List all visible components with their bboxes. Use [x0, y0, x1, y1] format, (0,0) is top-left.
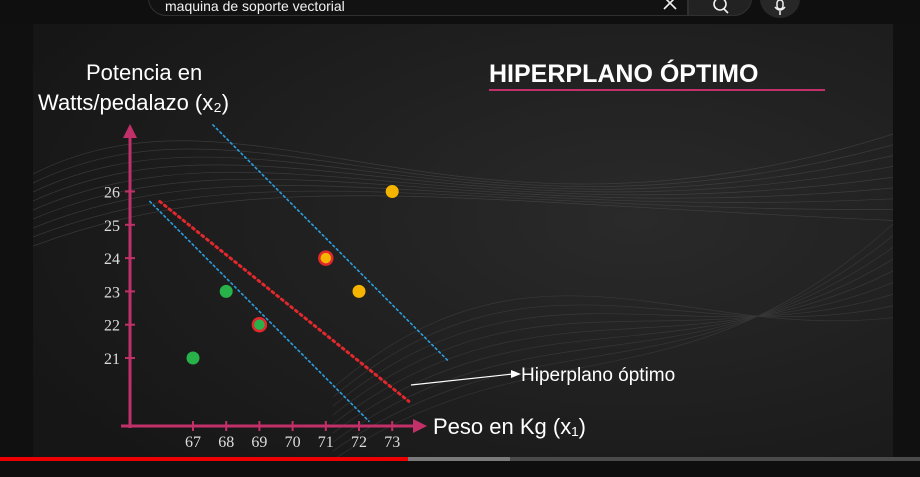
data-points	[186, 185, 399, 365]
slide-title: HIPERPLANO ÓPTIMO	[489, 58, 758, 88]
x-tick-label: 70	[285, 434, 301, 451]
x-tick-label: 73	[384, 434, 400, 451]
voice-search-button[interactable]	[760, 0, 800, 18]
margin-line	[212, 124, 450, 363]
y-tick-label: 26	[104, 185, 120, 202]
slide-background	[33, 24, 893, 460]
wave-line	[33, 155, 893, 193]
search-button[interactable]	[688, 0, 752, 16]
x-tick-label: 69	[251, 434, 267, 451]
x-axis-label: Peso en Kg (x₁)	[433, 414, 586, 439]
video-player[interactable]: HIPERPLANO ÓPTIMO Potencia en Watts/peda…	[0, 24, 920, 460]
search-icon	[713, 0, 729, 14]
support-vector-point	[318, 250, 334, 266]
scatter-chart: HIPERPLANO ÓPTIMO Potencia en Watts/peda…	[33, 24, 893, 460]
y-tick-label: 25	[104, 218, 120, 235]
close-icon	[663, 0, 677, 10]
optimal-hyperplane-line	[158, 199, 411, 403]
wave-line	[33, 171, 893, 211]
y-axis-arrow	[123, 124, 137, 138]
wave-line	[332, 258, 893, 434]
clear-search-button[interactable]	[655, 0, 685, 20]
y-tick-label: 24	[104, 251, 120, 268]
support-vector-point	[251, 316, 268, 333]
wave-line	[332, 282, 893, 416]
wave-line	[33, 164, 893, 202]
wave-line	[332, 247, 893, 443]
x-axis-arrow	[413, 419, 427, 433]
player-controls-strip	[0, 461, 920, 477]
annotation-arrow-line	[410, 373, 514, 386]
wave-line	[33, 190, 893, 238]
x-tick-label: 72	[351, 434, 367, 451]
data-point	[352, 284, 366, 298]
wave-line	[332, 235, 893, 452]
search-bar[interactable]: maquina de soporte vectorial	[148, 0, 688, 16]
wave-line	[33, 178, 893, 220]
x-tick-label: 71	[318, 434, 334, 451]
annotation-label: Hiperplano óptimo	[521, 365, 675, 386]
margin-line	[149, 200, 370, 423]
y-tick-label: 22	[104, 318, 120, 335]
hyperplane-lines	[149, 124, 450, 423]
y-ticks: 21 22 23 24 25 26	[104, 185, 135, 368]
search-input[interactable]: maquina de soporte vectorial	[165, 0, 345, 14]
y-axis-label-line2: Watts/pedalazo (x₂)	[38, 90, 229, 115]
microphone-icon	[774, 0, 786, 15]
y-tick-label: 23	[104, 284, 120, 301]
progress-bar[interactable]	[0, 457, 920, 461]
wave-line	[33, 185, 893, 229]
y-tick-label: 21	[104, 351, 120, 368]
browser-top-bar: maquina de soporte vectorial	[0, 0, 920, 24]
wave-line	[33, 195, 893, 247]
data-point	[219, 284, 233, 298]
wave-line	[332, 304, 893, 398]
x-ticks: 67 68 69 70 71 72 73	[185, 421, 400, 451]
wave-line	[332, 293, 893, 407]
wave-line	[332, 295, 893, 389]
data-point	[385, 185, 399, 198]
data-point	[186, 351, 200, 365]
played-bar	[0, 457, 408, 461]
wave-line	[332, 223, 893, 460]
y-axis-label-line1: Potencia en	[86, 60, 202, 85]
x-tick-label: 67	[185, 434, 201, 451]
annotation-arrow-head	[511, 370, 521, 378]
wave-line	[332, 270, 893, 425]
slide: HIPERPLANO ÓPTIMO Potencia en Watts/peda…	[33, 24, 893, 460]
x-tick-label: 68	[218, 434, 234, 451]
